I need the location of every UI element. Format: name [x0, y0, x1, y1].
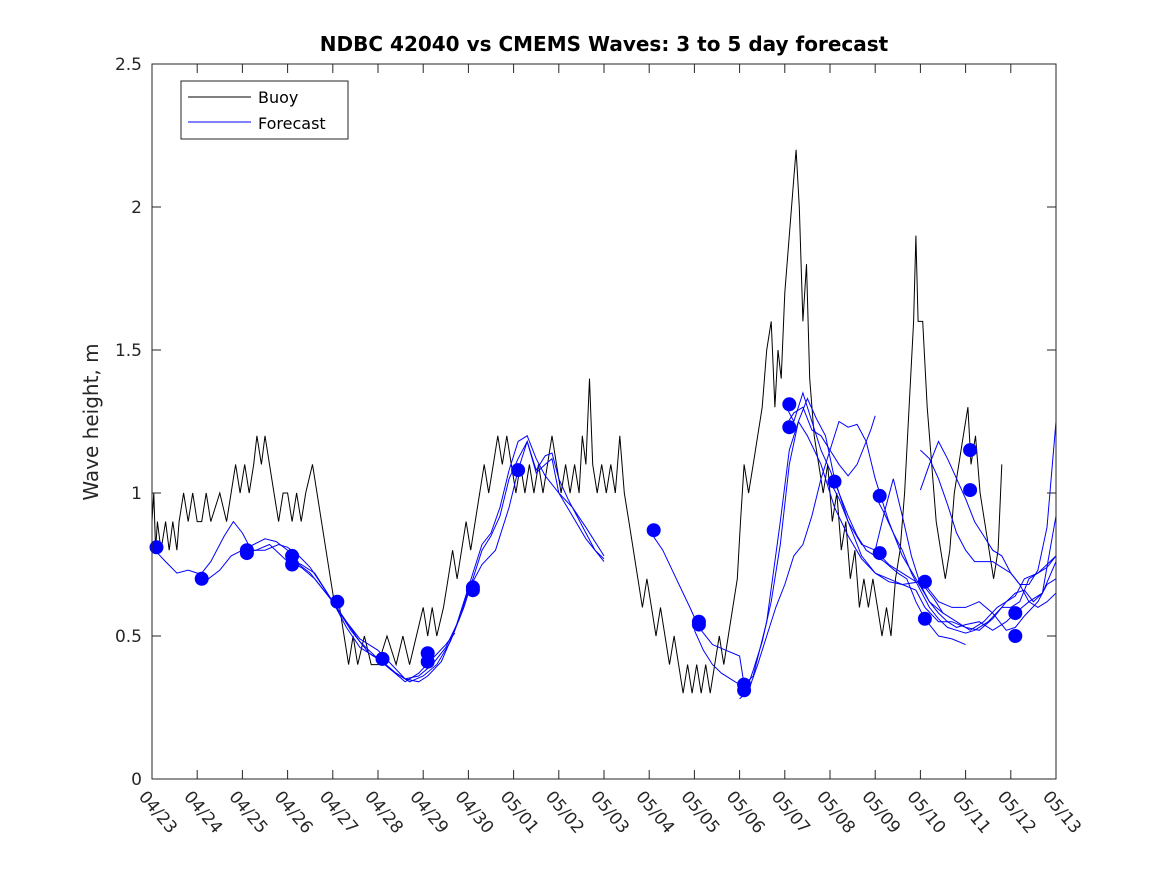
forecast-series-line-12 — [874, 549, 1056, 631]
forecast-series-line-3 — [242, 439, 605, 680]
forecast-marker-26 — [963, 443, 978, 458]
forecast-marker-20 — [782, 420, 797, 435]
chart-title: NDBC 42040 vs CMEMS Waves: 3 to 5 day fo… — [320, 32, 889, 56]
forecast-marker-2 — [194, 571, 209, 586]
forecast-marker-12 — [465, 583, 480, 598]
forecast-marker-14 — [646, 523, 661, 538]
forecast-series-line-14 — [920, 449, 1056, 608]
forecast-marker-29 — [1008, 629, 1023, 643]
forecast-series-line-5 — [648, 420, 1056, 686]
forecast-marker-22 — [872, 488, 887, 503]
legend-forecast-label: Forecast — [258, 114, 326, 133]
y-axis-label: Wave height, m — [79, 343, 103, 500]
forecast-marker-18 — [737, 683, 752, 698]
marker-layer — [149, 397, 1023, 698]
forecast-marker-24 — [917, 574, 932, 589]
y-tick-label-1: 0.5 — [115, 627, 142, 647]
forecast-series-line-11 — [874, 495, 1056, 634]
forecast-series-line-7 — [739, 420, 1056, 700]
forecast-series-line-4 — [287, 440, 605, 683]
plot-area — [152, 64, 1056, 779]
forecast-marker-27 — [963, 483, 978, 498]
forecast-marker-13 — [511, 463, 526, 478]
forecast-marker-16 — [691, 617, 706, 632]
y-tick-label-4: 2 — [131, 198, 142, 218]
legend: Buoy Forecast — [180, 80, 349, 140]
forecast-series-line-8 — [784, 406, 876, 477]
legend-buoy-label: Buoy — [258, 88, 298, 107]
forecast-marker-4 — [239, 546, 254, 561]
forecast-marker-21 — [827, 474, 842, 489]
forecast-series-line-6 — [693, 397, 944, 692]
forecast-marker-6 — [285, 557, 300, 572]
forecast-marker-10 — [420, 654, 435, 669]
forecast-marker-19 — [782, 397, 797, 412]
y-tick-label-5: 2.5 — [115, 55, 142, 75]
forecast-marker-8 — [375, 651, 390, 666]
legend-box — [180, 80, 349, 140]
y-tick-label-2: 1 — [131, 484, 142, 504]
forecast-marker-1 — [149, 540, 164, 555]
forecast-marker-7 — [330, 594, 345, 609]
y-tick-label-3: 1.5 — [115, 341, 142, 361]
forecast-series-line-13 — [919, 421, 1056, 585]
buoy-series-line — [152, 149, 1003, 694]
forecast-marker-23 — [872, 546, 887, 561]
forecast-marker-28 — [1008, 606, 1023, 621]
y-tick-label-0: 0 — [131, 770, 142, 790]
forecast-marker-25 — [917, 611, 932, 626]
